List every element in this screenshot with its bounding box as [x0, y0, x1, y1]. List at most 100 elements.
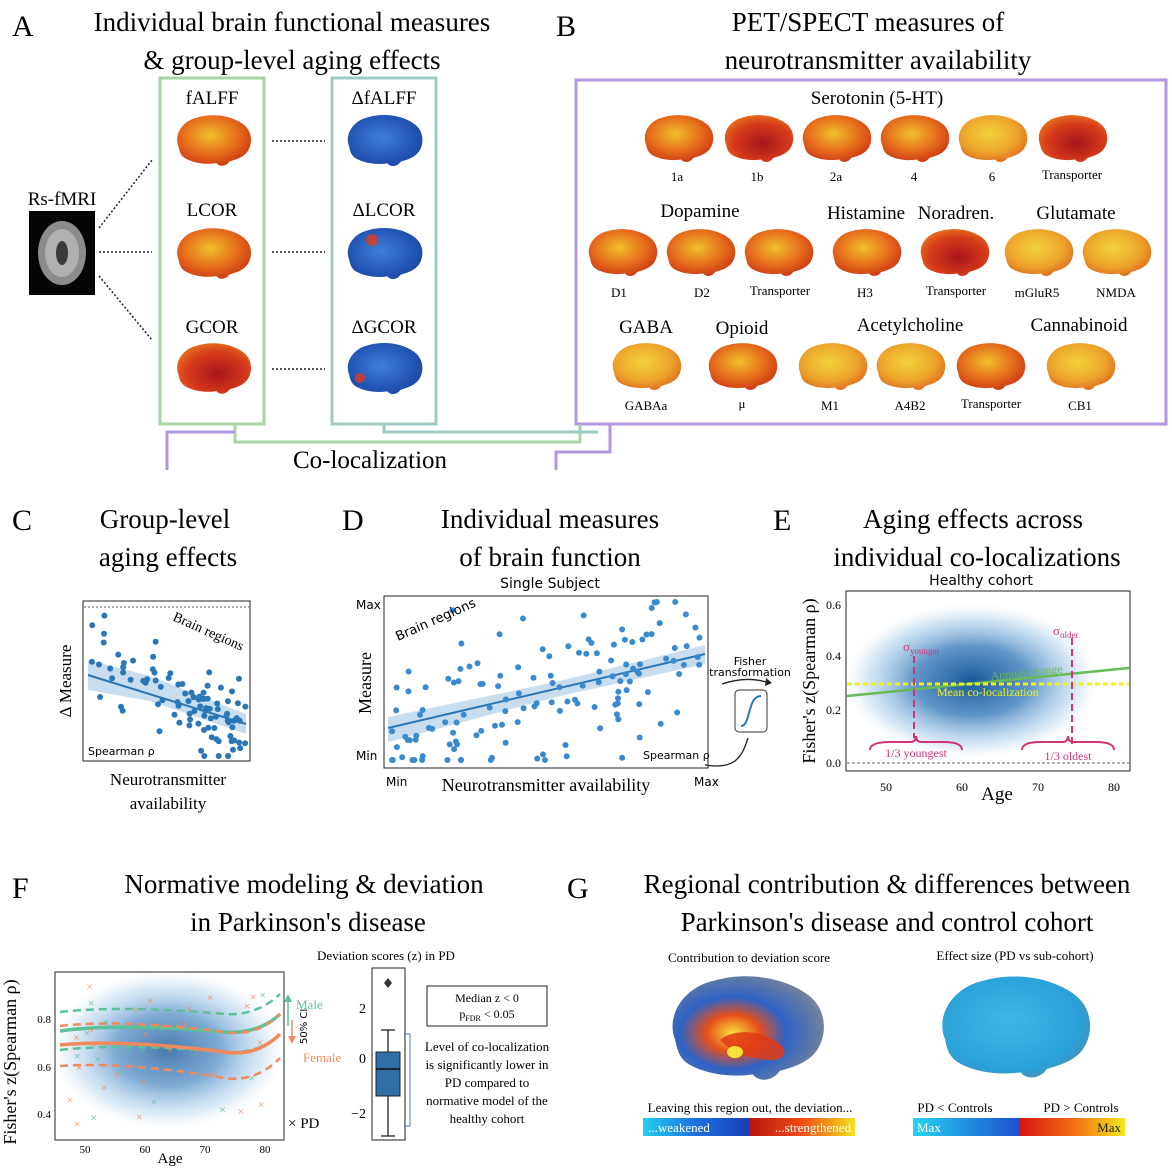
scatter-point — [663, 655, 670, 662]
plot-d-ci-band — [388, 645, 705, 742]
label-vacht: Transporter — [961, 396, 1022, 411]
scatter-point — [619, 626, 626, 633]
brain-5ht1b — [724, 115, 794, 162]
scatter-point — [503, 696, 509, 703]
scatter-point — [195, 720, 202, 727]
max-left-label: Max — [917, 1120, 941, 1135]
scatter-point — [211, 725, 218, 731]
label-5ht2a: 2a — [830, 169, 843, 184]
pd-less-colorbar — [913, 1118, 1019, 1136]
scatter-point — [455, 678, 462, 685]
scatter-point — [176, 719, 183, 726]
scatter-point — [101, 630, 107, 637]
panel-b-title-2: neurotransmitter availability — [725, 45, 1032, 75]
note-line-4: normative model of the — [426, 1093, 548, 1108]
scatter-point — [643, 631, 650, 638]
pd-cross: × — [210, 1067, 217, 1081]
scatter-point — [187, 716, 194, 723]
plot-d-subtitle: Single Subject — [500, 576, 600, 592]
scatter-point — [637, 661, 643, 668]
scatter-point — [107, 665, 114, 672]
plot-d-xlabel: Neurotransmitter availability — [442, 775, 650, 795]
pd-cross: × — [250, 990, 257, 1004]
scatter-point — [214, 700, 221, 707]
label-mu: μ — [739, 396, 746, 411]
youngest-label: 1/3 youngest — [885, 746, 947, 760]
scatter-point — [185, 698, 192, 705]
scatter-point — [629, 639, 636, 645]
scatter-point — [608, 657, 615, 664]
fisher-arrow-in — [721, 678, 767, 685]
scatter-point — [119, 707, 126, 714]
scatter-point — [534, 755, 541, 762]
delta-label-falff: ΔfALFF — [351, 88, 416, 109]
note-line-2: is significantly lower in — [425, 1057, 549, 1072]
pd-cross: × — [244, 999, 251, 1013]
weakened-colorbar — [643, 1118, 749, 1136]
stats-line-1: Median z < 0 — [455, 991, 519, 1005]
scatter-point — [540, 751, 546, 758]
scatter-point — [496, 631, 503, 638]
pd-cross: × — [74, 1049, 81, 1063]
scatter-point — [579, 682, 586, 689]
contribution-title: Contribution to deviation score — [668, 950, 830, 965]
scatter-point — [234, 700, 241, 707]
scatter-point — [457, 665, 464, 672]
plot-c-points — [89, 612, 249, 759]
scatter-point — [597, 725, 604, 732]
scatter-point — [674, 709, 681, 716]
scatter-point — [100, 639, 107, 646]
scatter-point — [198, 747, 205, 754]
scatter-point — [120, 669, 127, 676]
scatter-point — [188, 689, 195, 696]
scatter-point — [201, 727, 207, 733]
fisher-icon — [734, 689, 768, 733]
pd-cross: × — [76, 1061, 83, 1075]
scatter-point — [466, 663, 473, 670]
scatter-point — [614, 700, 621, 707]
plot-c-xlabel-1: Neurotransmitter — [110, 770, 226, 789]
group-serotonin: Serotonin (5-HT) — [811, 88, 943, 109]
scatter-point — [236, 717, 243, 724]
brain-map-delta-gcor — [347, 343, 423, 395]
scatter-point — [615, 695, 621, 702]
plot-d-ymin: Min — [356, 749, 377, 763]
scatter-point — [229, 688, 235, 695]
scatter-point — [402, 733, 409, 740]
pd-cross: × — [94, 1052, 101, 1066]
pd-cross: × — [67, 1093, 74, 1107]
fisher-label-2: transformation — [709, 666, 791, 679]
scatter-point — [167, 670, 174, 677]
strengthened-colorbar — [749, 1118, 855, 1136]
scatter-point — [457, 757, 464, 763]
sigma-older-label: σolder — [1053, 623, 1079, 640]
pd-cross: × — [259, 988, 266, 1002]
scatter-point — [596, 668, 603, 675]
scatter-point — [542, 757, 548, 763]
pd-more-colorbar — [1019, 1118, 1125, 1136]
scatter-point — [393, 744, 400, 751]
youngest-brace — [869, 735, 963, 751]
weakened-label: ...weakened — [648, 1120, 710, 1135]
pd-cross: × — [102, 1015, 109, 1029]
pd-cross: × — [117, 1065, 124, 1079]
scatter-point — [636, 701, 643, 708]
group-gaba: GABA — [619, 317, 673, 338]
scatter-point — [165, 675, 172, 681]
scatter-point — [644, 689, 651, 696]
scatter-point — [204, 695, 211, 702]
scatter-point — [419, 707, 426, 713]
pd-cross: × — [136, 1110, 143, 1124]
contribution-caption: Leaving this region out, the deviation..… — [648, 1100, 853, 1115]
group-dopamine: Dopamine — [660, 201, 739, 222]
scatter-point — [228, 738, 235, 745]
scatter-point — [502, 739, 509, 746]
label-5ht6: 6 — [989, 169, 996, 184]
scatter-point — [657, 720, 664, 727]
plot-f-ylabel: Fisher's z(Spearman ρ) — [0, 979, 21, 1144]
panel-b-title-1: PET/SPECT measures of — [732, 7, 1005, 37]
plot-e-xtick-50: 50 — [880, 780, 892, 794]
scatter-point — [224, 710, 231, 717]
plot-e-ylabel: Fisher's z(Spearman ρ) — [799, 598, 820, 763]
plot-e-ytick-2: 0.4 — [826, 649, 841, 663]
